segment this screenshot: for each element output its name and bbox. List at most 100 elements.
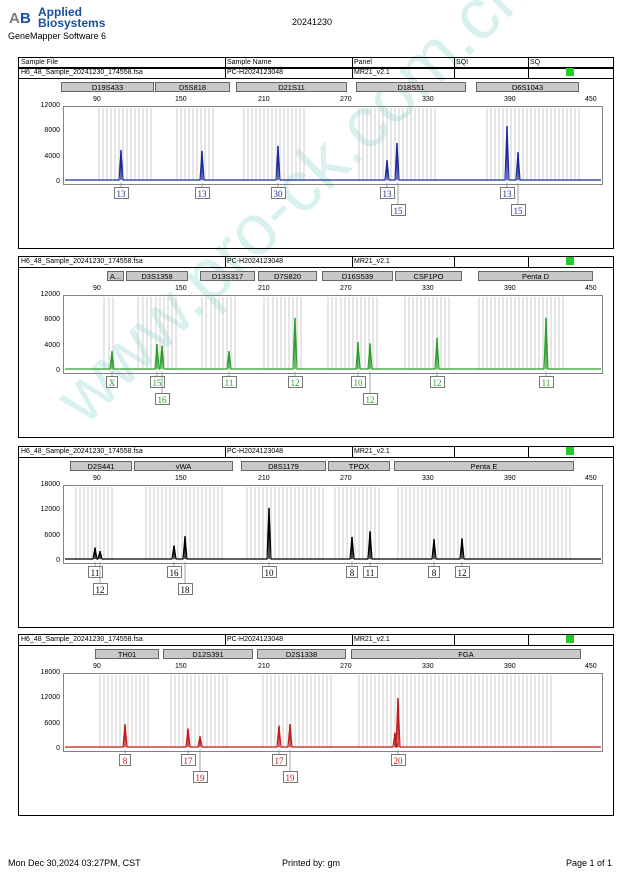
allele-call-label[interactable]: 10 bbox=[350, 376, 366, 388]
allele-label-connector bbox=[433, 562, 435, 566]
locus-bar[interactable]: TPOX bbox=[328, 461, 390, 471]
allele-label-connector bbox=[289, 750, 291, 771]
locus-bar[interactable]: Penta D bbox=[478, 271, 593, 281]
allele-call-label[interactable]: 8 bbox=[119, 754, 131, 766]
allele-label-connector bbox=[120, 183, 122, 187]
software-name: GeneMapper Software 6 bbox=[8, 31, 107, 41]
locus-bar[interactable]: A... bbox=[107, 271, 124, 281]
sample-row: H6_48_Sample_20241230_174558.fsa PC-H2024… bbox=[19, 635, 613, 646]
allele-call-label[interactable]: X bbox=[106, 376, 118, 388]
allele-call-label[interactable]: 11 bbox=[87, 566, 103, 578]
allele-call-label[interactable]: 20 bbox=[390, 754, 406, 766]
sample-name: PC-H2024123048 bbox=[227, 69, 284, 76]
size-scale-tick: 270 bbox=[340, 663, 352, 670]
size-scale-tick: 90 bbox=[93, 96, 101, 103]
locus-bar[interactable]: CSF1PO bbox=[395, 271, 462, 281]
allele-call-label[interactable]: 13 bbox=[499, 187, 515, 199]
locus-bar[interactable]: vWA bbox=[134, 461, 233, 471]
sizing-quality-indicator bbox=[566, 257, 574, 265]
allele-label-connector bbox=[369, 372, 371, 393]
locus-bar[interactable]: D13S317 bbox=[200, 271, 255, 281]
locus-bar[interactable]: D18S51 bbox=[356, 82, 466, 92]
signal-trace bbox=[65, 126, 601, 181]
sizing-quality-indicator bbox=[566, 635, 574, 643]
allele-call-label[interactable]: 17 bbox=[271, 754, 287, 766]
page-number: Page 1 of 1 bbox=[566, 858, 613, 868]
locus-bar[interactable]: D21S11 bbox=[236, 82, 347, 92]
allele-call-label[interactable]: 13 bbox=[113, 187, 129, 199]
allele-call-label[interactable]: 13 bbox=[194, 187, 210, 199]
allele-label-connector bbox=[278, 750, 280, 754]
allele-label-connector bbox=[357, 372, 359, 376]
locus-bar[interactable]: Penta E bbox=[394, 461, 574, 471]
allele-call-label[interactable]: 11 bbox=[362, 566, 378, 578]
y-axis-tick: 6000 bbox=[44, 719, 60, 727]
electropherogram-panel: H6_48_Sample_20241230_174558.fsa PC-H2024… bbox=[18, 446, 614, 628]
size-scale-tick: 330 bbox=[422, 663, 434, 670]
locus-bar[interactable]: D16S539 bbox=[322, 271, 393, 281]
size-scale-tick: 150 bbox=[175, 285, 187, 292]
allele-call-label[interactable]: 15 bbox=[510, 204, 526, 216]
allele-call-label[interactable]: 11 bbox=[221, 376, 237, 388]
electropherogram-panel: H6_48_Sample_20241230_174558.fsa PC-H2024… bbox=[18, 256, 614, 438]
allele-call-label[interactable]: 10 bbox=[261, 566, 277, 578]
locus-bar[interactable]: D12S391 bbox=[163, 649, 253, 659]
allele-call-label[interactable]: 8 bbox=[428, 566, 440, 578]
allele-label-connector bbox=[369, 562, 371, 566]
allele-call-label[interactable]: 12 bbox=[362, 393, 378, 405]
locus-bar[interactable]: D3S1358 bbox=[126, 271, 188, 281]
allele-call-label[interactable]: 15 bbox=[149, 376, 165, 388]
allele-call-label[interactable]: 11 bbox=[538, 376, 554, 388]
electropherogram-plot bbox=[63, 485, 603, 564]
allele-label-connector bbox=[161, 372, 163, 393]
allele-call-label[interactable]: 17 bbox=[180, 754, 196, 766]
print-timestamp: Mon Dec 30,2024 03:27PM, CST bbox=[8, 858, 141, 868]
electropherogram-plot bbox=[63, 106, 603, 185]
allele-label-connector bbox=[184, 562, 186, 583]
panel-name: MR21_v2.1 bbox=[354, 258, 390, 265]
allele-label-connector bbox=[397, 750, 399, 754]
allele-call-label[interactable]: 19 bbox=[192, 771, 208, 783]
allele-call-label[interactable]: 8 bbox=[346, 566, 358, 578]
allele-call-label[interactable]: 16 bbox=[154, 393, 170, 405]
allele-call-label[interactable]: 13 bbox=[379, 187, 395, 199]
allele-call-label[interactable]: 15 bbox=[390, 204, 406, 216]
logo-text: Applied Biosystems bbox=[38, 5, 105, 29]
locus-bar[interactable]: TH01 bbox=[95, 649, 159, 659]
y-axis-tick: 18000 bbox=[40, 669, 60, 676]
logo-line-1: Applied bbox=[38, 5, 82, 19]
allele-call-label[interactable]: 12 bbox=[287, 376, 303, 388]
locus-bar[interactable]: D8S1179 bbox=[241, 461, 326, 471]
allele-call-label[interactable]: 18 bbox=[177, 583, 193, 595]
panel-name: MR21_v2.1 bbox=[354, 69, 390, 76]
allele-label-connector bbox=[506, 183, 508, 187]
locus-bar[interactable]: FGA bbox=[351, 649, 581, 659]
allele-call-label[interactable]: 16 bbox=[166, 566, 182, 578]
allele-call-label[interactable]: 12 bbox=[92, 583, 108, 595]
allele-call-label[interactable]: 12 bbox=[454, 566, 470, 578]
y-axis-tick: 8000 bbox=[44, 316, 60, 324]
size-scale-tick: 450 bbox=[585, 475, 597, 482]
locus-bar[interactable]: D5S818 bbox=[155, 82, 230, 92]
size-scale-tick: 450 bbox=[585, 663, 597, 670]
applied-biosystems-logo: A B Applied Biosystems bbox=[8, 6, 128, 36]
allele-label-connector bbox=[436, 372, 438, 376]
allele-call-label[interactable]: 30 bbox=[270, 187, 286, 199]
y-axis-tick: 12000 bbox=[40, 102, 60, 109]
ab-logo-icon: A B bbox=[8, 8, 38, 28]
locus-bar[interactable]: D6S1043 bbox=[476, 82, 579, 92]
col-sample-file: Sample File bbox=[21, 59, 58, 66]
sample-row: H6_48_Sample_20241230_174558.fsa PC-H2024… bbox=[19, 447, 613, 458]
y-axis-tick: 18000 bbox=[40, 481, 60, 488]
locus-bar[interactable]: D2S441 bbox=[70, 461, 132, 471]
allele-call-label[interactable]: 19 bbox=[282, 771, 298, 783]
electropherogram-panel: H6_48_Sample_20241230_174558.fsa PC-H2024… bbox=[18, 67, 614, 249]
locus-bar[interactable]: D7S820 bbox=[258, 271, 317, 281]
locus-bar[interactable]: D2S1338 bbox=[257, 649, 346, 659]
allele-call-label[interactable]: 12 bbox=[429, 376, 445, 388]
sizing-quality-indicator bbox=[566, 447, 574, 455]
sample-file: H6_48_Sample_20241230_174558.fsa bbox=[21, 69, 143, 76]
size-scale-tick: 150 bbox=[175, 475, 187, 482]
sample-file: H6_48_Sample_20241230_174558.fsa bbox=[21, 636, 143, 643]
locus-bar[interactable]: D19S433 bbox=[61, 82, 154, 92]
